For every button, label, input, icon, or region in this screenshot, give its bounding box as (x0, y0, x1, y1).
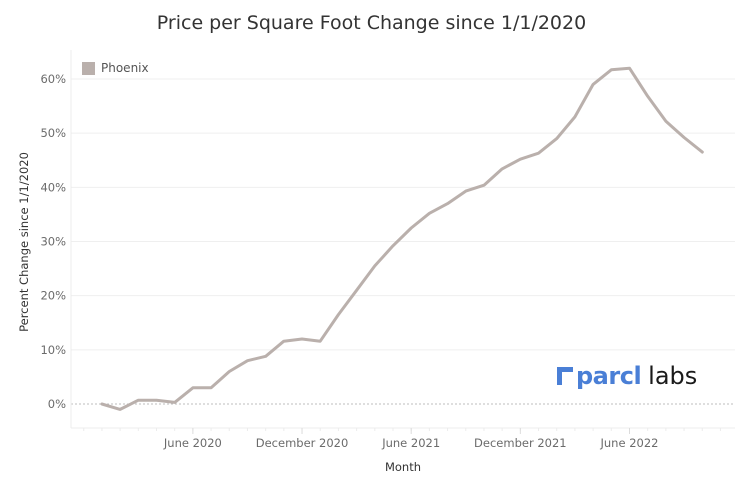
y-axis-label: Percent Change since 1/1/2020 (17, 152, 31, 332)
data-point (410, 226, 413, 229)
x-axis-label: Month (385, 460, 421, 474)
data-point (519, 158, 522, 161)
data-point (664, 120, 667, 123)
data-point (100, 403, 103, 406)
data-point (155, 399, 158, 402)
legend-label-phoenix: Phoenix (101, 61, 149, 75)
data-point (683, 136, 686, 139)
data-point (119, 408, 122, 411)
data-point (373, 264, 376, 267)
data-point (282, 340, 285, 343)
y-tick-label: 40% (40, 180, 66, 194)
data-point (301, 338, 304, 341)
y-tick-label: 20% (40, 289, 66, 303)
x-tick-label: June 2020 (163, 436, 222, 450)
data-point (573, 115, 576, 118)
data-point (501, 167, 504, 170)
data-point (446, 202, 449, 205)
y-tick-label: 50% (40, 126, 66, 140)
data-point (264, 355, 267, 358)
data-point (628, 67, 631, 70)
logo-sub-text: labs (648, 362, 698, 390)
data-point (537, 152, 540, 155)
data-point (137, 399, 140, 402)
data-point (592, 83, 595, 86)
logo-brand-text: parcl (576, 362, 642, 390)
data-point (337, 313, 340, 316)
y-tick-label: 30% (40, 235, 66, 249)
axes (70, 50, 735, 429)
data-point (482, 184, 485, 187)
data-point (646, 95, 649, 98)
data-point (355, 289, 358, 292)
data-point (555, 137, 558, 140)
parcl-labs-logo: parcl labs (557, 360, 697, 392)
x-tick-label: December 2021 (474, 436, 567, 450)
data-point (246, 359, 249, 362)
data-point (228, 370, 231, 373)
series-line-phoenix (100, 66, 704, 411)
y-tick-label: 0% (48, 397, 66, 411)
data-point (391, 244, 394, 247)
x-tick-label: June 2022 (600, 436, 659, 450)
data-point (464, 190, 467, 193)
y-tick-label: 10% (40, 343, 66, 357)
x-tick-label: December 2020 (256, 436, 349, 450)
data-point (191, 386, 194, 389)
x-axis-ticks: June 2020 December 2020 June 2021 December … (83, 428, 721, 450)
legend: Phoenix (82, 61, 149, 75)
y-tick-label: 60% (40, 72, 66, 86)
data-point (610, 68, 613, 71)
data-point (210, 386, 213, 389)
legend-swatch-phoenix (82, 61, 95, 75)
chart-title: Price per Square Foot Change since 1/1/2… (156, 12, 587, 34)
data-point (173, 401, 176, 404)
data-point (319, 340, 322, 343)
data-point (701, 151, 704, 154)
data-point (428, 212, 431, 215)
y-axis-ticks: 0% 10% 20% 30% 40% 50% 60% (40, 72, 66, 411)
gridlines (71, 78, 735, 405)
x-tick-label: June 2021 (381, 436, 440, 450)
parcl-logo-mark-icon (557, 367, 573, 385)
